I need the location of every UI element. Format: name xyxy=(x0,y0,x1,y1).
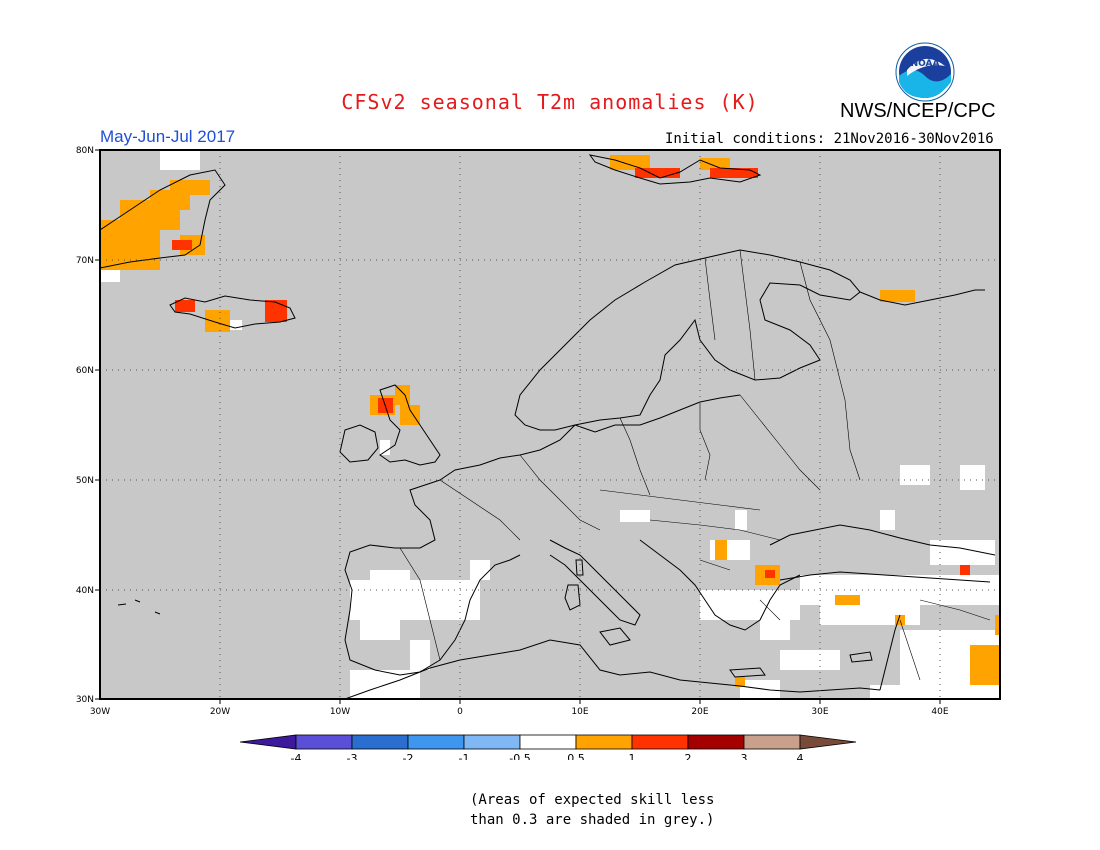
legend-swatch xyxy=(407,734,465,750)
legend-arrow-high xyxy=(799,734,857,750)
agency-label: NWS/NCEP/CPC xyxy=(840,100,996,122)
lon-tick-label: 10W xyxy=(330,707,350,717)
warm-anomaly-areas xyxy=(100,155,1000,687)
legend-swatch xyxy=(463,734,521,750)
legend-label: -4 xyxy=(291,752,302,760)
logo-text: NOAA xyxy=(911,59,940,69)
gridlines xyxy=(100,150,1000,699)
legend-label: -1 xyxy=(459,752,470,760)
lat-tick-label: 30N xyxy=(76,695,94,705)
lon-tick-label: 10E xyxy=(571,707,588,717)
legend-label: 3 xyxy=(741,752,748,760)
lon-axis: 30W 20W 10W 0 10E 20E 30E 40E xyxy=(90,707,949,717)
legend-label: -3 xyxy=(347,752,358,760)
legend-swatch xyxy=(743,734,801,750)
lat-tick-label: 60N xyxy=(76,366,94,376)
noaa-logo: NOAA xyxy=(895,42,955,102)
lat-tick-label: 50N xyxy=(76,476,94,486)
footnote-line-2: than 0.3 are shaded in grey.) xyxy=(470,812,715,828)
legend-swatch xyxy=(351,734,409,750)
lat-tick-label: 80N xyxy=(76,146,94,156)
anomaly-map: 80N 70N 60N 50N 40N 30N 30W 20W 10W 0 10… xyxy=(76,146,1001,760)
footnote-line-1: (Areas of expected skill less xyxy=(470,792,715,808)
legend-arrow-low xyxy=(239,734,297,750)
period-label: May-Jun-Jul 2017 xyxy=(100,127,236,146)
lat-axis: 80N 70N 60N 50N 40N 30N xyxy=(76,146,94,705)
lat-tick-label: 40N xyxy=(76,586,94,596)
map-frame xyxy=(99,149,1001,700)
legend-label: 1 xyxy=(629,752,636,760)
lon-tick-label: 30W xyxy=(90,707,110,717)
lon-tick-label: 0 xyxy=(457,707,463,717)
coastlines xyxy=(100,154,996,699)
legend-swatch xyxy=(295,734,353,750)
legend-label: 0.5 xyxy=(567,752,585,760)
lon-tick-label: 40E xyxy=(931,707,948,717)
initial-conditions-label: Initial conditions: 21Nov2016-30Nov2016 xyxy=(665,131,994,147)
lon-tick-label: 20W xyxy=(210,707,230,717)
legend-label: -0.5 xyxy=(509,752,530,760)
legend-label: -2 xyxy=(403,752,414,760)
legend-swatch xyxy=(687,734,745,750)
color-legend: -4 -3 -2 -1 -0.5 0.5 1 2 3 4 xyxy=(239,734,857,760)
lat-tick-label: 70N xyxy=(76,256,94,266)
lon-tick-label: 30E xyxy=(811,707,828,717)
legend-label: 2 xyxy=(685,752,692,760)
legend-swatch xyxy=(575,734,633,750)
country-borders xyxy=(399,249,991,681)
skill-footnote: (Areas of expected skill less than 0.3 a… xyxy=(470,790,714,830)
legend-swatch xyxy=(519,734,577,750)
map-title: CFSv2 seasonal T2m anomalies (K) xyxy=(341,90,759,114)
legend-label: 4 xyxy=(797,752,804,760)
lon-tick-label: 20E xyxy=(691,707,708,717)
legend-swatch xyxy=(631,734,689,750)
